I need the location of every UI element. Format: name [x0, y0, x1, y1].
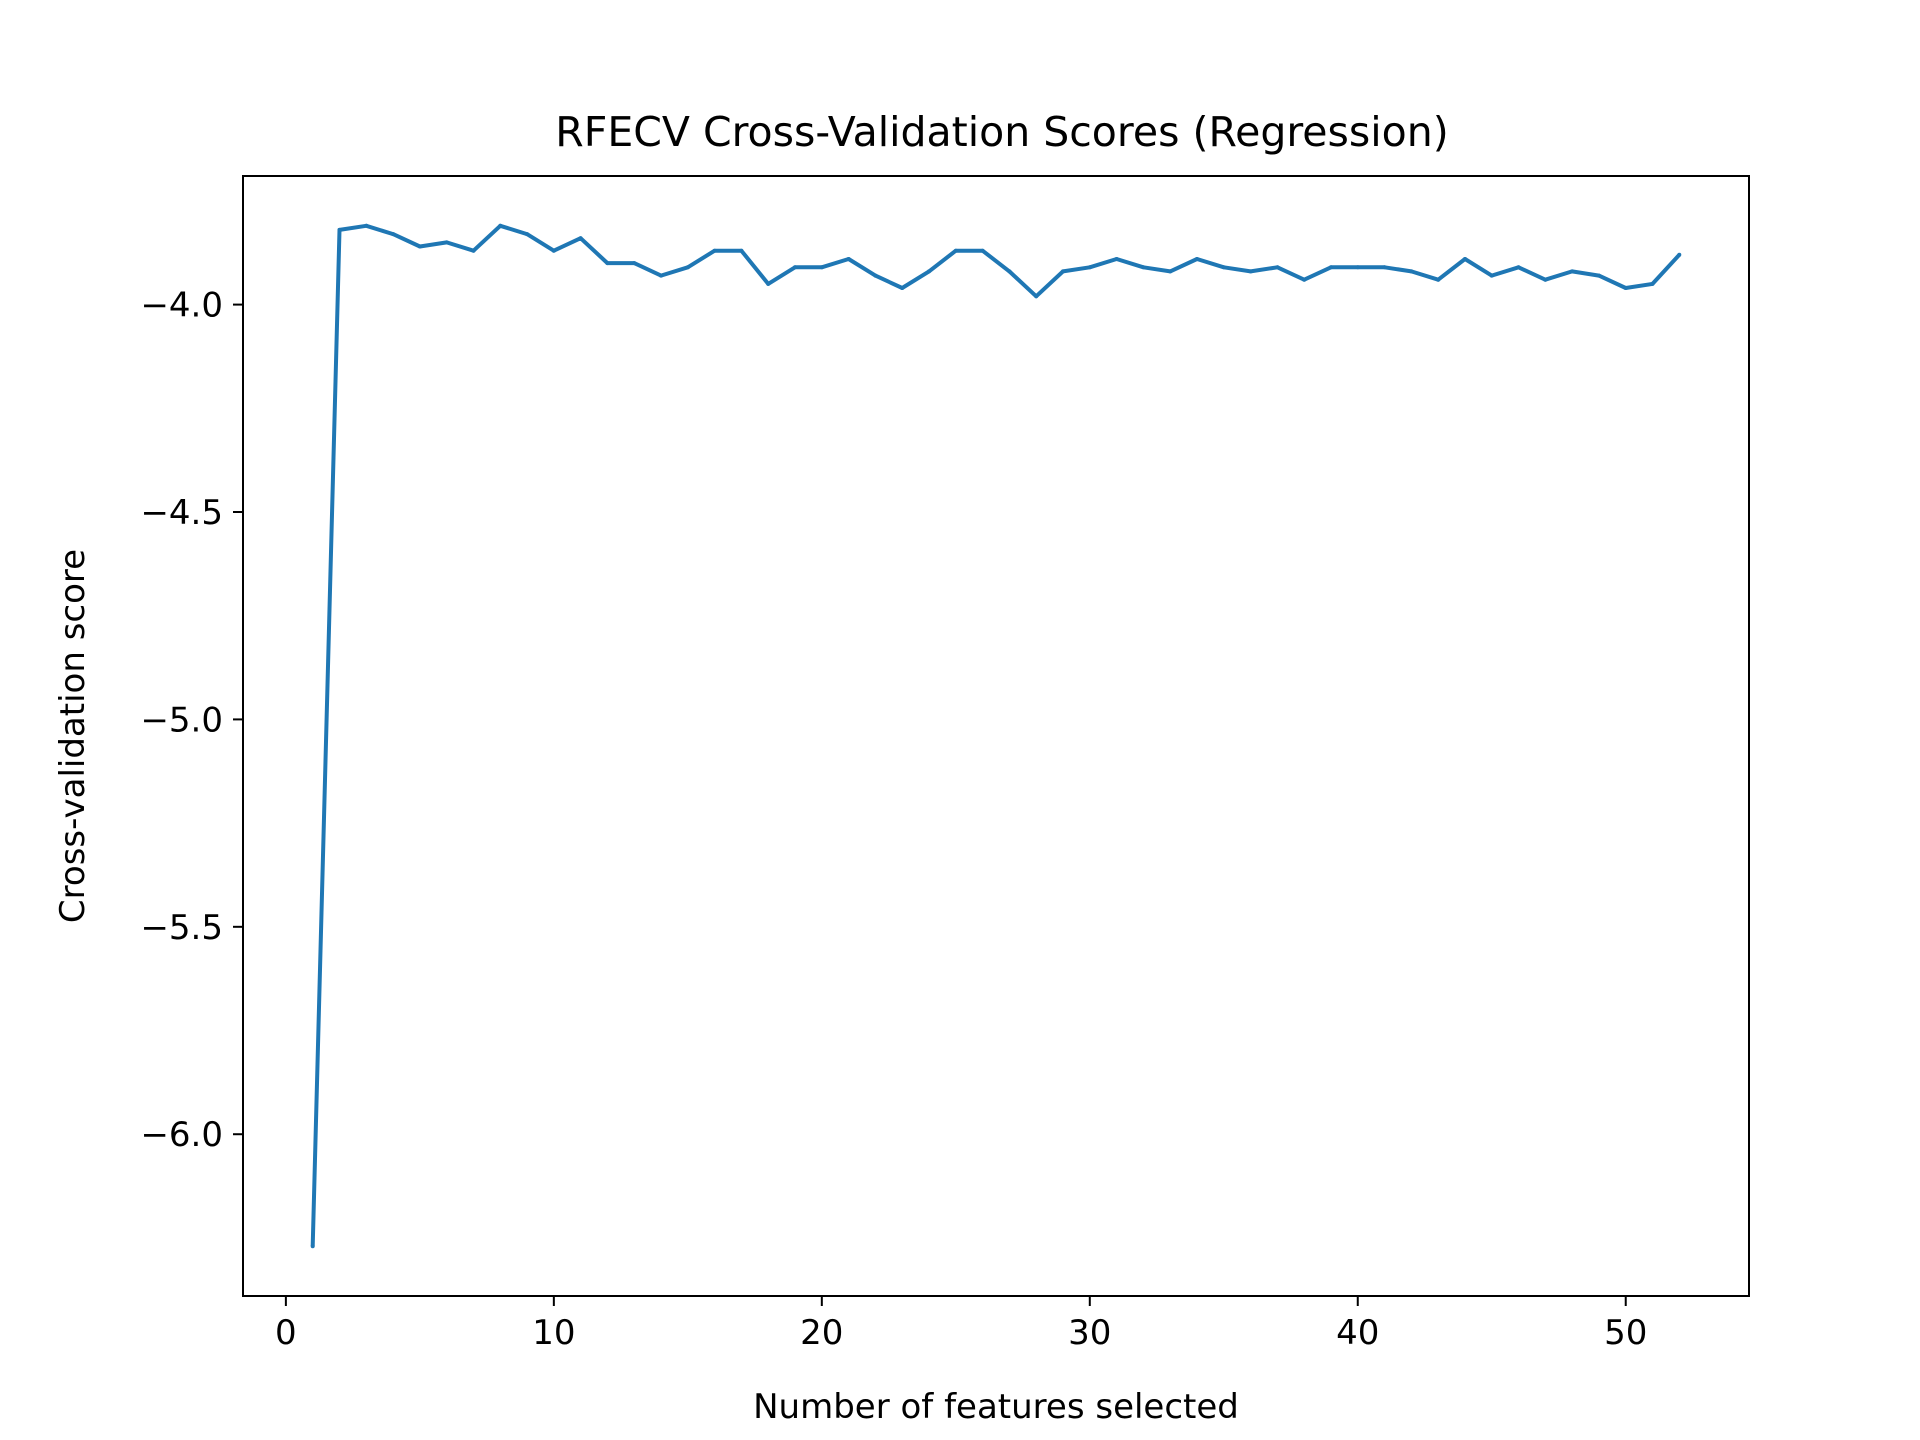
data-point — [1650, 281, 1655, 286]
chart-title: RFECV Cross-Validation Scores (Regressio… — [555, 108, 1448, 156]
data-point — [1195, 257, 1199, 261]
data-point — [1061, 269, 1065, 274]
data-point — [1596, 273, 1601, 278]
data-point — [1677, 252, 1682, 257]
data-point — [980, 248, 985, 253]
data-point — [1489, 273, 1494, 278]
data-point — [1329, 265, 1333, 270]
x-tick-label: 40 — [1336, 1313, 1379, 1353]
data-point — [1302, 277, 1307, 282]
y-tick-label: −5.0 — [140, 700, 223, 740]
data-point — [1436, 277, 1441, 282]
data-point — [337, 227, 342, 232]
x-tick-label: 0 — [275, 1313, 297, 1353]
data-point — [1141, 265, 1146, 270]
data-point — [471, 248, 476, 253]
data-point — [1087, 265, 1092, 270]
data-point — [927, 269, 931, 274]
data-point — [712, 248, 717, 253]
data-point — [498, 223, 503, 228]
data-point — [766, 281, 771, 286]
x-tick-label: 10 — [532, 1313, 575, 1353]
data-point — [417, 244, 422, 249]
data-point — [953, 248, 958, 253]
data-point — [1543, 277, 1548, 282]
axis-ticks: 0 10 20 30 40 50 −4.0 −4.5 −5.0 −5.5 −6.0 — [140, 286, 1647, 1353]
data-point — [578, 236, 583, 241]
series-line — [310, 223, 1681, 1247]
x-tick-label: 20 — [800, 1313, 843, 1353]
data-point — [685, 265, 690, 270]
data-point — [1114, 257, 1119, 261]
y-tick-label: −5.5 — [140, 908, 223, 948]
data-point — [1007, 269, 1012, 274]
plot-area — [310, 223, 1682, 1249]
data-point — [525, 232, 529, 237]
x-tick-label: 50 — [1604, 1313, 1647, 1353]
data-point — [551, 248, 556, 253]
y-tick-label: −4.0 — [140, 286, 223, 326]
y-axis-label: Cross-validation score — [53, 549, 93, 923]
data-point — [1221, 265, 1226, 270]
data-point — [1168, 269, 1173, 274]
data-point — [1463, 257, 1467, 261]
data-point — [1516, 265, 1521, 270]
data-point — [1275, 265, 1280, 270]
data-point — [900, 286, 905, 290]
data-point — [1355, 265, 1360, 270]
data-point — [1409, 269, 1414, 274]
data-point — [391, 232, 396, 237]
x-tick-label: 30 — [1068, 1313, 1111, 1353]
data-point — [1034, 294, 1039, 299]
data-point — [632, 261, 637, 266]
data-point — [659, 273, 663, 278]
y-tick-label: −4.5 — [140, 493, 223, 533]
x-axis-label: Number of features selected — [753, 1387, 1239, 1427]
data-point — [1623, 286, 1628, 290]
data-point — [605, 261, 610, 266]
data-point — [739, 248, 744, 253]
y-tick-label: −6.0 — [140, 1115, 223, 1155]
data-point — [793, 265, 797, 270]
data-point — [819, 265, 824, 270]
data-point — [1570, 269, 1575, 274]
axes-frame — [242, 175, 1750, 1297]
data-point — [310, 1244, 315, 1249]
data-point — [444, 240, 449, 245]
data-point — [873, 273, 878, 278]
data-point — [1248, 269, 1253, 274]
data-point — [846, 257, 851, 261]
data-point — [1382, 265, 1387, 270]
data-point — [364, 223, 369, 228]
